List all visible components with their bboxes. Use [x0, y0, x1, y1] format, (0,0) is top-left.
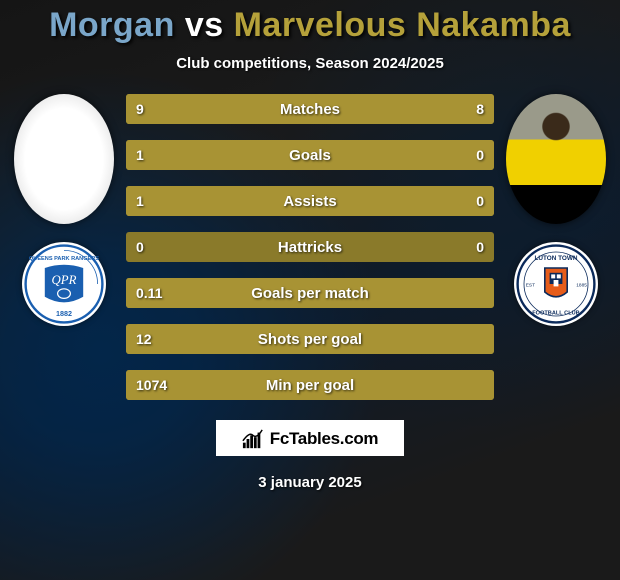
stat-row: Matches9 8	[126, 94, 494, 124]
stat-value-left: 1	[136, 140, 144, 170]
stat-value-right: 0	[476, 232, 484, 262]
crest1-year: 1882	[56, 309, 72, 318]
stat-value-left: 12	[136, 324, 152, 354]
player2-crest: LUTON TOWN FOOTBALL CLUB EST 1885	[514, 242, 598, 326]
stat-label: Shots per goal	[126, 324, 494, 354]
right-side: LUTON TOWN FOOTBALL CLUB EST 1885	[500, 94, 612, 326]
stat-row: Hattricks0 0	[126, 232, 494, 262]
stat-value-left: 1074	[136, 370, 167, 400]
crest2-bottom-text: FOOTBALL CLUB	[532, 310, 579, 316]
luton-crest-icon: LUTON TOWN FOOTBALL CLUB EST 1885	[516, 244, 596, 324]
stat-bars: Matches98Goals10Assists10Hattricks00Goal…	[120, 94, 500, 400]
fctables-logo-icon	[242, 428, 264, 450]
stat-value-left: 0.11	[136, 278, 162, 308]
player1-crest: QUEENS PARK RANGERS QPR 1882	[22, 242, 106, 326]
stat-label: Goals per match	[126, 278, 494, 308]
stat-value-right: 0	[476, 186, 484, 216]
stat-value-left: 1	[136, 186, 144, 216]
stat-label: Min per goal	[126, 370, 494, 400]
stat-label: Goals	[126, 140, 494, 170]
title-vs: vs	[185, 6, 224, 44]
stat-value-left: 0	[136, 232, 144, 262]
crest2-est: EST	[526, 282, 535, 288]
branding-badge: FcTables.com	[216, 420, 405, 456]
comparison-row: QUEENS PARK RANGERS QPR 1882 Matches9 8 Go…	[0, 94, 620, 400]
stat-label: Hattricks	[126, 232, 494, 262]
player1-photo-placeholder	[14, 94, 114, 224]
stat-value-right: 8	[476, 94, 484, 124]
stat-value-right: 0	[476, 140, 484, 170]
player2-photo	[506, 94, 606, 224]
player2-photo-placeholder	[506, 94, 606, 224]
stat-label: Matches	[126, 94, 494, 124]
stat-row: Goals1 0	[126, 140, 494, 170]
crest1-top-text: QUEENS PARK RANGERS	[29, 256, 99, 262]
content-root: Morgan vs Marvelous Nakamba Club competi…	[0, 0, 620, 580]
crest1-initials: QPR	[52, 273, 77, 287]
player1-photo	[14, 94, 114, 224]
stat-row: Goals per match0.11	[126, 278, 494, 308]
stat-value-left: 9	[136, 94, 144, 124]
date-label: 3 january 2025	[258, 474, 361, 491]
crest2-top-text: LUTON TOWN	[534, 255, 577, 262]
stat-row: Shots per goal12	[126, 324, 494, 354]
stat-row: Min per goal1074	[126, 370, 494, 400]
stat-label: Assists	[126, 186, 494, 216]
title-player1: Morgan	[49, 6, 175, 44]
qpr-crest-icon: QUEENS PARK RANGERS QPR 1882	[24, 244, 104, 324]
page-title: Morgan vs Marvelous Nakamba	[49, 6, 571, 45]
stat-row: Assists1 0	[126, 186, 494, 216]
branding-text: FcTables.com	[270, 429, 379, 449]
left-side: QUEENS PARK RANGERS QPR 1882	[8, 94, 120, 326]
crest2-year: 1885	[576, 282, 587, 288]
subtitle: Club competitions, Season 2024/2025	[176, 55, 444, 72]
title-player2: Marvelous Nakamba	[234, 6, 571, 44]
